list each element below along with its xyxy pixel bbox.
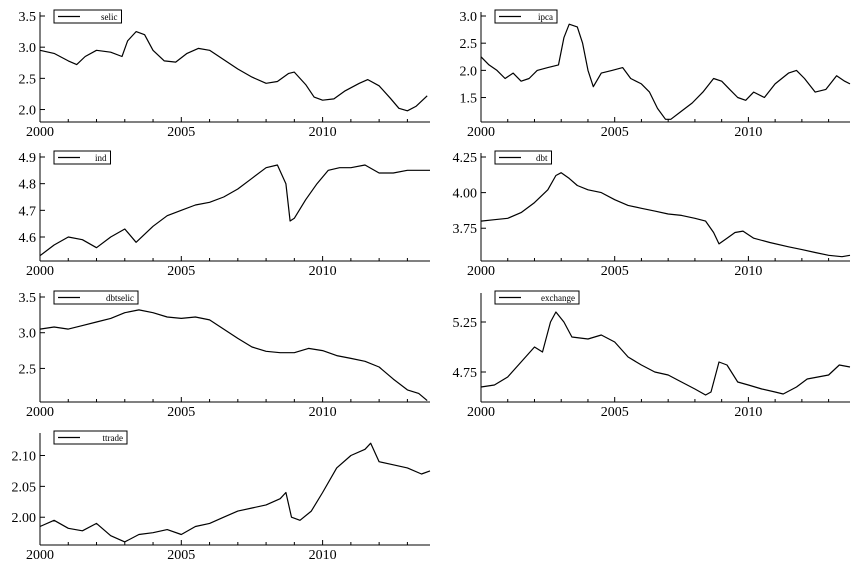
y-tick-label: 3.5 — [19, 291, 37, 306]
legend-box — [53, 9, 122, 24]
x-tick-label: 2005 — [601, 264, 629, 279]
y-tick-label: 3.0 — [19, 41, 37, 56]
y-tick-label: 2.10 — [12, 450, 37, 465]
x-tick-label: 2005 — [167, 405, 195, 420]
x-tick-label: 2000 — [26, 548, 54, 563]
x-tick-label: 2010 — [309, 264, 337, 279]
y-tick-label: 3.75 — [453, 222, 478, 237]
y-tick-label: 3.0 — [19, 327, 37, 342]
y-tick-label: 3.0 — [460, 10, 478, 25]
legend: ind — [53, 150, 111, 165]
series-line-selic — [39, 31, 428, 112]
legend-label: dbt — [536, 153, 548, 163]
y-tick-label: 2.05 — [12, 480, 37, 495]
legend-label: ttrade — [103, 433, 124, 443]
panel-ttrade: 2000 2005 2010 2.00 2.05 2.10 ttrade — [12, 430, 431, 563]
legend: selic — [53, 9, 122, 24]
legend: ipca — [494, 9, 558, 24]
series-line-ttrade — [39, 442, 431, 543]
y-tick-label: 2.5 — [460, 37, 478, 52]
legend-box — [494, 9, 558, 24]
x-tick-label: 2010 — [734, 405, 762, 420]
legend-label: ipca — [538, 12, 553, 22]
x-tick-label: 2000 — [26, 264, 54, 279]
x-tick-label: 2010 — [309, 548, 337, 563]
legend-box — [494, 290, 580, 305]
x-tick-label: 2005 — [601, 125, 629, 140]
x-tick-label: 2000 — [467, 405, 495, 420]
series-line-exchange — [480, 311, 851, 396]
panel-dbtselic: 2000 2005 2010 2.5 3.0 3.5 dbtselic — [19, 290, 430, 420]
y-tick-label: 4.00 — [453, 187, 478, 202]
y-tick-label: 4.25 — [453, 151, 478, 166]
y-tick-label: 4.6 — [19, 231, 37, 246]
legend-box — [494, 150, 552, 165]
y-tick-label: 3.5 — [19, 10, 37, 25]
x-tick-label: 2010 — [309, 125, 337, 140]
panel-exchange: 2000 2005 2010 4.75 5.25 exchange — [453, 290, 851, 420]
legend-box — [53, 150, 111, 165]
legend: dbt — [494, 150, 552, 165]
legend: ttrade — [53, 430, 128, 445]
y-tick-label: 4.7 — [19, 204, 37, 219]
panel-dbt: 2000 2005 2010 3.75 4.00 4.25 dbt — [453, 150, 851, 279]
series-line-dbt — [480, 172, 851, 258]
y-tick-label: 2.0 — [460, 64, 478, 79]
series-line-ind — [39, 164, 430, 257]
x-tick-label: 2000 — [467, 264, 495, 279]
legend: exchange — [494, 290, 580, 305]
panel-ind: 2000 2005 2010 4.6 4.7 4.8 4.9 ind — [19, 150, 430, 279]
legend-label: selic — [101, 12, 118, 22]
y-tick-label: 4.75 — [453, 366, 478, 381]
legend-label: ind — [95, 153, 107, 163]
y-tick-label: 2.00 — [12, 511, 37, 526]
x-tick-label: 2005 — [167, 125, 195, 140]
legend-box — [53, 430, 128, 445]
y-tick-label: 2.5 — [19, 362, 37, 377]
y-tick-label: 5.25 — [453, 316, 478, 331]
x-tick-label: 2010 — [734, 264, 762, 279]
legend-label: dbtselic — [106, 293, 134, 303]
x-tick-label: 2010 — [309, 405, 337, 420]
legend-label: exchange — [541, 293, 575, 303]
legend-box — [53, 290, 139, 305]
y-tick-label: 2.5 — [19, 72, 37, 87]
y-tick-label: 4.9 — [19, 151, 37, 166]
x-tick-label: 2005 — [167, 548, 195, 563]
y-tick-label: 4.8 — [19, 178, 37, 193]
panel-selic: 2000 2005 2010 2.0 2.5 3.0 3.5 selic — [19, 9, 430, 140]
x-tick-label: 2010 — [734, 125, 762, 140]
x-tick-label: 2005 — [601, 405, 629, 420]
x-tick-label: 2000 — [26, 125, 54, 140]
series-line-ipca — [480, 23, 851, 120]
y-tick-label: 1.5 — [460, 92, 478, 107]
y-tick-label: 2.0 — [19, 104, 37, 119]
series-line-dbtselic — [39, 309, 428, 402]
x-tick-label: 2005 — [167, 264, 195, 279]
legend: dbtselic — [53, 290, 139, 305]
x-tick-label: 2000 — [26, 405, 54, 420]
x-tick-label: 2000 — [467, 125, 495, 140]
panel-ipca: 2000 2005 2010 1.5 2.0 2.5 3.0 ipca — [460, 9, 851, 140]
